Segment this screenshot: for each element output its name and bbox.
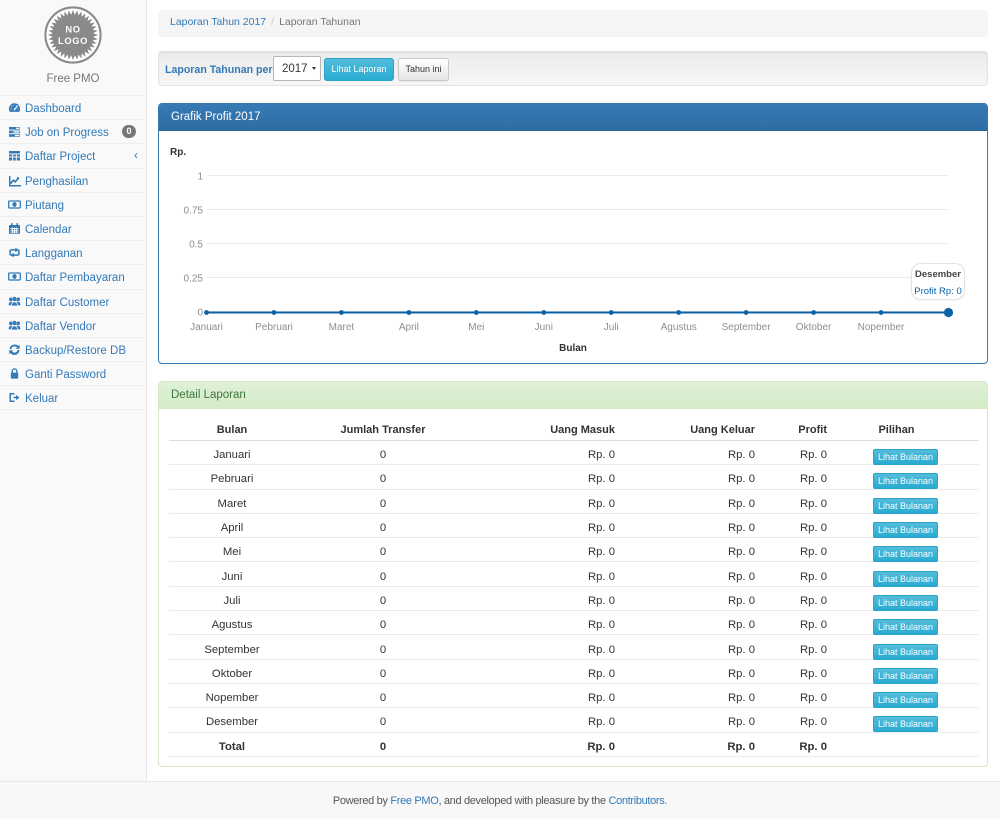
svg-text:0.5: 0.5 <box>189 240 203 251</box>
svg-text:Nopember: Nopember <box>858 322 905 333</box>
svg-text:LOGO: LOGO <box>58 36 88 46</box>
svg-text:0.75: 0.75 <box>184 206 204 217</box>
svg-text:Mei: Mei <box>468 322 484 333</box>
svg-text:0.25: 0.25 <box>184 274 204 285</box>
svg-text:Juni: Juni <box>535 322 553 333</box>
svg-text:September: September <box>722 322 772 333</box>
svg-text:Agustus: Agustus <box>661 322 697 333</box>
svg-text:Maret: Maret <box>329 322 355 333</box>
svg-text:Pebruari: Pebruari <box>255 322 293 333</box>
svg-text:1: 1 <box>197 172 203 183</box>
svg-text:Rp.: Rp. <box>170 147 186 158</box>
svg-text:Oktober: Oktober <box>796 322 832 333</box>
svg-text:April: April <box>399 322 419 333</box>
svg-text:Januari: Januari <box>190 322 223 333</box>
svg-text:Juli: Juli <box>604 322 619 333</box>
svg-text:Bulan: Bulan <box>559 343 587 354</box>
svg-text:0: 0 <box>197 308 203 319</box>
svg-text:NO: NO <box>65 24 80 34</box>
